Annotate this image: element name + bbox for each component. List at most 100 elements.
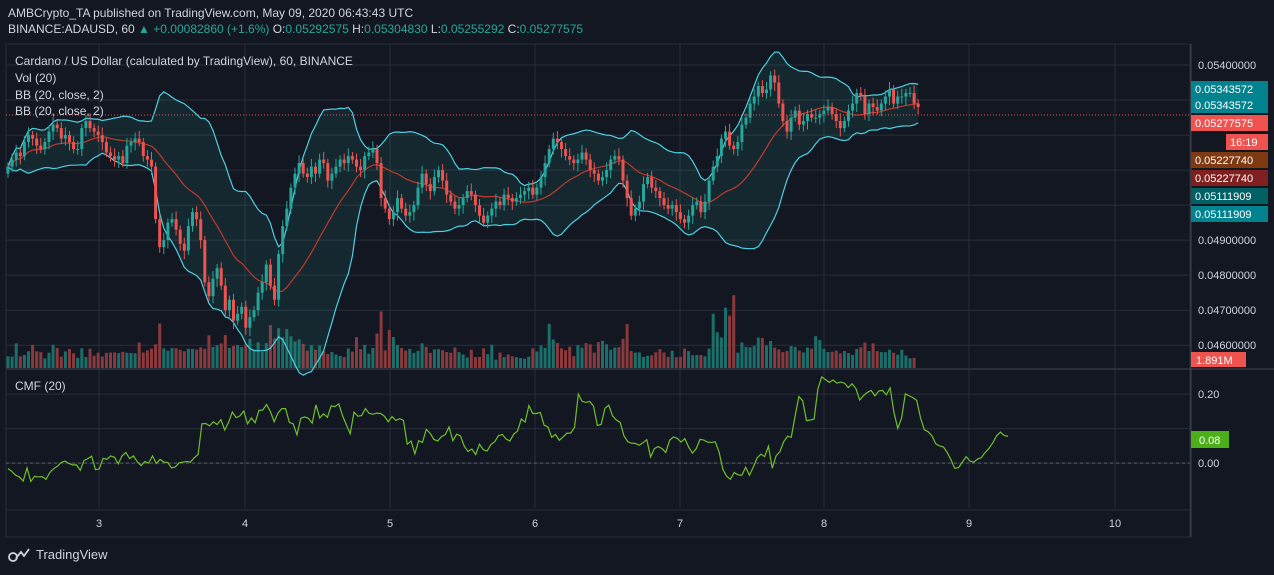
- volume-bar: [133, 353, 137, 368]
- volume-bar: [412, 352, 416, 368]
- candle-body: [806, 114, 809, 122]
- candle-body: [715, 156, 719, 167]
- candle-body: [129, 142, 133, 146]
- volume-bar: [445, 352, 449, 368]
- volume-bar: [531, 348, 535, 368]
- volume-bar: [342, 357, 346, 368]
- candle-body: [383, 198, 387, 209]
- candle-body: [637, 201, 641, 209]
- candle-body: [305, 173, 309, 178]
- candle-body: [92, 128, 96, 132]
- candle-body: [27, 135, 30, 143]
- candle-body: [560, 142, 563, 150]
- candle-body: [88, 121, 92, 129]
- bollinger-legend-1[interactable]: BB (20, close, 2): [15, 88, 104, 102]
- volume-bar: [654, 352, 658, 368]
- low-value: 0.05255292: [440, 22, 505, 36]
- tradingview-logo[interactable]: TradingView: [8, 547, 108, 562]
- candle-body: [666, 205, 670, 209]
- volume-bar: [137, 342, 141, 368]
- candle-body: [863, 96, 867, 115]
- volume-bar: [68, 348, 71, 368]
- candle-body: [658, 191, 662, 199]
- candle-body: [765, 89, 768, 94]
- candle-body: [178, 229, 182, 244]
- volume-bar: [687, 351, 691, 368]
- volume-legend[interactable]: Vol (20): [15, 71, 57, 85]
- volume-bar: [576, 345, 580, 368]
- volume-bar: [301, 343, 305, 368]
- candle-body: [297, 163, 301, 174]
- candle-body: [514, 198, 518, 202]
- volume-bar: [752, 345, 756, 368]
- volume-bar: [457, 352, 461, 368]
- candle-body: [268, 264, 272, 286]
- candle-body: [186, 226, 190, 251]
- volume-bar: [186, 348, 190, 368]
- candle-body: [31, 135, 35, 139]
- candle-body: [252, 310, 256, 318]
- open-value: 0.05292575: [285, 22, 349, 36]
- candle-body: [847, 110, 850, 122]
- y-tick-label: 0.04700000: [1198, 305, 1256, 317]
- volume-bar: [330, 352, 334, 368]
- volume-bar: [432, 349, 436, 368]
- volume-bar: [555, 342, 559, 368]
- volume-bar: [355, 337, 358, 368]
- volume-bar: [822, 348, 826, 368]
- volume-bar: [240, 347, 244, 368]
- candle-body: [236, 313, 240, 321]
- bollinger-legend-2[interactable]: BB (20, close, 2): [15, 104, 104, 118]
- candle-body: [674, 205, 678, 213]
- volume-bar: [551, 339, 555, 368]
- candle-body: [109, 152, 112, 157]
- candle-body: [900, 96, 904, 98]
- candle-body: [875, 107, 879, 111]
- candle-body: [908, 93, 912, 95]
- x-tick-label: 8: [821, 518, 827, 530]
- volume-bar: [847, 353, 850, 368]
- candle-body: [416, 187, 420, 206]
- volume-bar: [719, 337, 723, 368]
- candle-body: [80, 128, 84, 150]
- candle-body: [814, 117, 818, 119]
- volume-bar: [51, 344, 55, 368]
- price-label-box: [1191, 170, 1268, 186]
- candle-body: [506, 194, 510, 199]
- cmf-legend[interactable]: CMF (20): [15, 379, 66, 393]
- candle-body: [35, 138, 39, 146]
- volume-bar: [39, 352, 43, 368]
- volume-bar: [834, 350, 838, 368]
- volume-bar: [801, 352, 805, 368]
- volume-bar: [27, 351, 30, 368]
- price-label-box: [1191, 152, 1268, 168]
- candle-body: [367, 152, 371, 157]
- bollinger-upper-band: [7, 51, 919, 248]
- candle-body: [117, 156, 121, 160]
- volume-bar: [14, 343, 18, 368]
- candle-body: [519, 194, 522, 199]
- volume-bar: [314, 349, 317, 368]
- volume-bar: [22, 354, 26, 368]
- volume-bar: [912, 357, 916, 368]
- price-axis-label: 0.05111909: [1191, 206, 1268, 222]
- candle-body: [695, 201, 699, 206]
- candle-body: [842, 121, 846, 129]
- candle-body: [264, 264, 268, 283]
- volume-bar: [892, 352, 896, 368]
- candle-body: [568, 156, 572, 160]
- candle-body: [314, 166, 317, 174]
- bollinger-fill: [8, 52, 919, 376]
- volume-bar: [838, 353, 842, 368]
- volume-bar: [760, 338, 764, 368]
- volume-bar: [818, 340, 822, 368]
- volume-bar: [363, 344, 367, 368]
- volume-bar: [744, 347, 748, 368]
- candle-body: [199, 219, 203, 241]
- y-tick-label: 0.05400000: [1198, 60, 1256, 72]
- x-tick-label: 4: [242, 518, 248, 530]
- candle-body: [428, 184, 432, 192]
- volume-bar: [830, 351, 834, 368]
- volume-bar: [469, 349, 473, 368]
